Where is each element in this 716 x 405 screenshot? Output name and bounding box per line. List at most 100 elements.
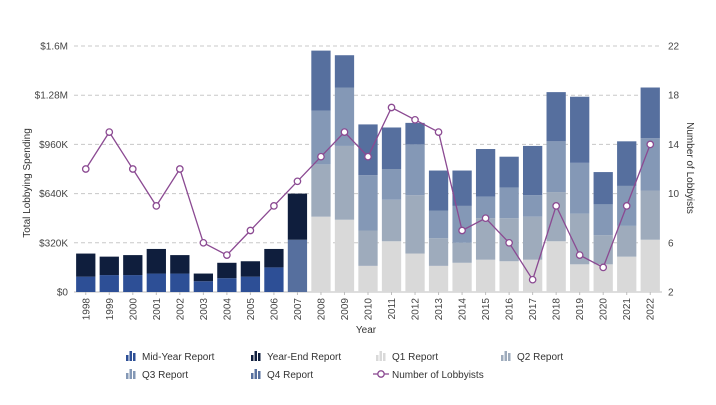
bar-segment-q3-report-2020[interactable] xyxy=(593,204,613,236)
bar-segment-q1-report-2010[interactable] xyxy=(358,265,378,292)
bar-segment-q3-report-2013[interactable] xyxy=(428,210,449,239)
bar-segment-q1-report-2011[interactable] xyxy=(381,241,402,292)
bar-segment-q4-report-2020[interactable] xyxy=(593,172,613,205)
bar-segment-year-end-report-2000[interactable] xyxy=(123,255,143,276)
bar-segment-year-end-report-2004[interactable] xyxy=(217,262,237,279)
bar-segment-year-end-report-2002[interactable] xyxy=(170,255,190,274)
lobbyists-point-2014[interactable] xyxy=(458,226,466,235)
bar-segment-q2-report-2010[interactable] xyxy=(358,230,378,266)
bar-segment-q1-report-2021[interactable] xyxy=(617,256,637,292)
lobbyists-point-2016[interactable] xyxy=(505,238,513,247)
bar-segment-q1-report-2014[interactable] xyxy=(452,262,472,292)
lobbyists-point-2001[interactable] xyxy=(152,202,161,210)
bar-segment-year-end-report-2006[interactable] xyxy=(264,248,284,268)
bar-segment-q1-report-2022[interactable] xyxy=(640,239,660,292)
lobbyists-point-2017[interactable] xyxy=(528,275,537,284)
legend-item-q1-report[interactable]: Q1 Report xyxy=(376,351,438,363)
bar-segment-q1-report-2020[interactable] xyxy=(593,264,613,292)
bar-segment-mid-year-report-2006[interactable] xyxy=(264,267,284,292)
bar-segment-q3-report-2015[interactable] xyxy=(475,196,496,219)
lobbyists-point-2004[interactable] xyxy=(223,251,231,259)
bar-segment-q2-report-2011[interactable] xyxy=(381,199,402,242)
bar-segment-year-end-report-2003[interactable] xyxy=(193,273,214,282)
lobbyists-point-2021[interactable] xyxy=(622,202,631,210)
bar-segment-q4-report-2010[interactable] xyxy=(358,124,378,176)
lobbyists-point-1998[interactable] xyxy=(81,165,90,173)
lobbyists-point-2002[interactable] xyxy=(175,165,184,173)
lobbyists-point-2000[interactable] xyxy=(128,165,137,173)
bar-segment-q2-report-2022[interactable] xyxy=(640,190,660,240)
bar-segment-q4-report-2016[interactable] xyxy=(499,156,519,188)
bar-segment-year-end-report-2001[interactable] xyxy=(146,248,166,274)
bar-segment-q2-report-2017[interactable] xyxy=(522,216,543,260)
bar-segment-q3-report-2010[interactable] xyxy=(358,175,378,231)
bar-segment-q2-report-2008[interactable] xyxy=(311,164,331,217)
lobbyists-point-2022[interactable] xyxy=(646,140,655,149)
legend-item-q3-report[interactable]: Q3 Report xyxy=(126,369,188,381)
bar-segment-q2-report-2015[interactable] xyxy=(475,218,496,260)
bar-segment-mid-year-report-2004[interactable] xyxy=(217,278,237,292)
bar-segment-q3-report-2017[interactable] xyxy=(522,195,543,217)
bar-segment-mid-year-report-2002[interactable] xyxy=(170,273,190,292)
bar-segment-q2-report-2018[interactable] xyxy=(546,192,566,242)
lobbyists-point-2015[interactable] xyxy=(481,214,490,223)
bar-segment-q1-report-2008[interactable] xyxy=(311,216,331,292)
bar-segment-q4-report-2013[interactable] xyxy=(428,170,449,211)
bar-segment-q4-report-2019[interactable] xyxy=(570,96,590,163)
lobbyists-point-2010[interactable] xyxy=(364,152,372,161)
bar-segment-mid-year-report-2001[interactable] xyxy=(146,273,166,292)
bar-segment-q1-report-2018[interactable] xyxy=(546,241,566,292)
lobbyists-point-2003[interactable] xyxy=(199,238,208,247)
bar-segment-q4-report-2008[interactable] xyxy=(311,50,331,111)
lobbyists-point-2019[interactable] xyxy=(575,251,584,259)
bar-segment-q4-report-2009[interactable] xyxy=(334,55,355,88)
bar-segment-q4-report-2021[interactable] xyxy=(617,141,637,186)
bar-segment-q3-report-2019[interactable] xyxy=(570,162,590,214)
bar-segment-q3-report-2009[interactable] xyxy=(334,87,355,146)
bar-segment-q2-report-2021[interactable] xyxy=(617,225,637,257)
bar-segment-q2-report-2020[interactable] xyxy=(593,235,613,265)
lobbyists-point-1999[interactable] xyxy=(105,128,114,136)
bar-segment-q1-report-2012[interactable] xyxy=(405,253,425,292)
bar-segment-year-end-report-1999[interactable] xyxy=(99,256,119,276)
bar-segment-q3-report-2014[interactable] xyxy=(452,205,472,243)
legend-item-year-end-report[interactable]: Year-End Report xyxy=(251,351,341,363)
bar-segment-q2-report-2019[interactable] xyxy=(570,213,590,265)
lobbyists-point-2012[interactable] xyxy=(411,115,419,124)
lobbyists-point-2013[interactable] xyxy=(434,128,443,136)
bar-segment-q3-report-2022[interactable] xyxy=(640,138,660,191)
legend-item-q4-report[interactable]: Q4 Report xyxy=(251,369,313,381)
bar-segment-q4-report-2007[interactable] xyxy=(287,239,308,292)
bar-segment-q3-report-2012[interactable] xyxy=(405,144,425,196)
legend-item-number-of-lobbyists[interactable]: Number of Lobbyists xyxy=(373,370,484,381)
bar-segment-q3-report-2011[interactable] xyxy=(381,169,402,200)
bar-segment-year-end-report-1998[interactable] xyxy=(76,253,96,277)
lobbyists-point-2006[interactable] xyxy=(270,202,278,210)
bar-segment-mid-year-report-1998[interactable] xyxy=(76,276,96,292)
lobbyists-point-2009[interactable] xyxy=(340,128,349,136)
bar-segment-q2-report-2014[interactable] xyxy=(452,242,472,263)
bar-segment-year-end-report-2007[interactable] xyxy=(287,193,308,240)
bar-segment-q3-report-2016[interactable] xyxy=(499,187,519,219)
legend-item-mid-year-report[interactable]: Mid-Year Report xyxy=(126,351,215,363)
bar-segment-q1-report-2015[interactable] xyxy=(475,259,496,292)
bar-segment-mid-year-report-1999[interactable] xyxy=(99,275,119,292)
bar-segment-year-end-report-2005[interactable] xyxy=(240,261,261,277)
legend-item-q2-report[interactable]: Q2 Report xyxy=(501,351,563,363)
lobbyists-point-2005[interactable] xyxy=(246,226,255,235)
bar-segment-q4-report-2012[interactable] xyxy=(405,122,425,145)
bar-segment-mid-year-report-2003[interactable] xyxy=(193,281,214,292)
bar-segment-q4-report-2014[interactable] xyxy=(452,170,472,206)
lobbyists-point-2018[interactable] xyxy=(552,202,561,210)
bar-segment-q2-report-2012[interactable] xyxy=(405,195,425,254)
bar-segment-q2-report-2009[interactable] xyxy=(334,145,355,220)
bar-segment-mid-year-report-2000[interactable] xyxy=(123,275,143,292)
bar-segment-q1-report-2009[interactable] xyxy=(334,219,355,292)
bar-segment-q3-report-2018[interactable] xyxy=(546,141,566,193)
lobbyists-point-2008[interactable] xyxy=(317,152,325,161)
bar-segment-q1-report-2013[interactable] xyxy=(428,265,449,292)
bar-segment-mid-year-report-2005[interactable] xyxy=(240,276,261,292)
bar-segment-q1-report-2019[interactable] xyxy=(570,264,590,292)
lobbyists-point-2011[interactable] xyxy=(387,103,396,112)
bar-segment-q4-report-2011[interactable] xyxy=(381,127,402,169)
